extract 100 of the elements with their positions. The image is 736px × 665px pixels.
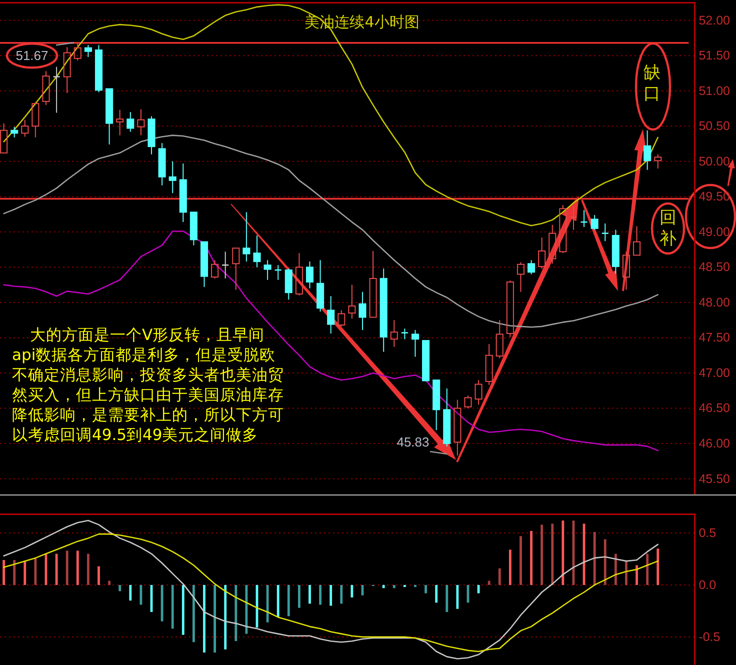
bar xyxy=(414,584,416,588)
bar xyxy=(129,584,132,601)
bar xyxy=(456,584,459,609)
y-tick-label: 0.5 xyxy=(698,526,716,540)
candlestick xyxy=(94,44,103,93)
y-tick-label: 48.00 xyxy=(698,295,730,310)
candlestick xyxy=(137,108,145,136)
y-tick-label: 49.50 xyxy=(698,190,730,204)
candlestick xyxy=(390,320,398,348)
candlestick xyxy=(570,206,578,230)
candlestick xyxy=(380,268,388,352)
bar xyxy=(140,584,142,605)
bar xyxy=(245,584,248,634)
bar xyxy=(118,584,122,592)
candlestick xyxy=(369,250,377,318)
bar xyxy=(382,584,385,588)
bar xyxy=(287,584,290,616)
candlestick xyxy=(0,122,8,154)
bar xyxy=(604,539,606,585)
bar xyxy=(192,584,195,642)
bar xyxy=(24,561,26,585)
y-tick-label: 51.00 xyxy=(698,84,730,98)
bar xyxy=(182,584,184,635)
bar xyxy=(276,584,280,618)
candlestick xyxy=(116,109,124,136)
bar xyxy=(350,584,354,598)
y-tick-label: 47.50 xyxy=(698,330,730,345)
y-tick-label: 45.50 xyxy=(698,472,730,486)
bar xyxy=(424,584,427,594)
y-tick-label: 52.00 xyxy=(698,13,730,28)
candlestick xyxy=(126,112,134,132)
bar xyxy=(108,580,110,585)
candlestick xyxy=(644,130,652,170)
candlestick xyxy=(179,163,187,223)
y-tick-label: 49.00 xyxy=(698,224,730,239)
candlestick xyxy=(264,260,272,280)
y-tick-label: 51.50 xyxy=(698,48,730,63)
bar xyxy=(203,584,206,653)
candlestick xyxy=(633,226,641,256)
candlestick xyxy=(358,291,366,330)
candlestick xyxy=(327,296,335,334)
y-tick-label: 46.50 xyxy=(698,401,730,416)
y-tick-label: -0.5 xyxy=(698,630,720,644)
bar xyxy=(392,584,396,588)
y-tick-label: 46.00 xyxy=(698,436,730,451)
bar xyxy=(34,558,37,585)
bar xyxy=(98,566,100,585)
candlestick xyxy=(106,88,114,145)
bar xyxy=(76,550,79,585)
annotation: 回补 xyxy=(660,208,676,249)
candlestick xyxy=(190,212,198,246)
bar xyxy=(508,550,512,585)
bar xyxy=(66,550,68,585)
bar xyxy=(308,584,311,604)
bar xyxy=(224,584,227,650)
line-series xyxy=(3,230,659,452)
bar xyxy=(234,584,238,642)
bar xyxy=(2,560,5,585)
bar xyxy=(319,584,322,605)
bar xyxy=(520,536,522,585)
candlestick xyxy=(200,241,208,288)
bar xyxy=(214,584,216,653)
bar xyxy=(614,554,617,585)
y-tick-label: 50.00 xyxy=(698,154,730,168)
line-series xyxy=(3,134,659,328)
bar xyxy=(646,554,649,585)
bar xyxy=(530,530,532,585)
annotation: 大的方面是一个V形反转，且早间api数据各方面都是利多，但是受脱欧不确定消息影响，投资多头者也美油贸然买入，但上方缺口由于美国原油库存降低影响，是需要补上的，所以下方可以考虑回调49.5到49美元之间做多 xyxy=(12,326,284,444)
annotation: 45.83 xyxy=(396,434,430,450)
bar xyxy=(498,568,501,585)
candlestick xyxy=(168,160,176,194)
bar xyxy=(435,584,438,603)
bar xyxy=(636,565,638,585)
y-tick-label: 0.0 xyxy=(698,578,716,592)
bar xyxy=(562,520,564,585)
y-tick-label: 48.50 xyxy=(698,260,730,274)
candlestick xyxy=(601,222,610,242)
y-tick-label: 47.00 xyxy=(698,366,730,380)
bar xyxy=(656,548,660,585)
annotation: 51.67 xyxy=(16,48,48,64)
bar xyxy=(625,561,628,585)
bar xyxy=(86,554,90,585)
candlestick xyxy=(242,212,250,262)
candlestick xyxy=(443,388,451,447)
bar xyxy=(13,560,16,585)
candlestick xyxy=(63,46,71,94)
bar xyxy=(551,524,554,585)
annotation: 缺口 xyxy=(644,63,660,104)
bar xyxy=(340,584,343,604)
bar xyxy=(446,584,448,612)
candlestick xyxy=(432,380,440,431)
candlestick xyxy=(52,66,60,114)
bar xyxy=(171,584,174,629)
candlestick xyxy=(548,224,556,264)
bar xyxy=(330,584,332,606)
bar xyxy=(488,580,490,585)
candlestick xyxy=(232,248,240,290)
bar xyxy=(298,584,300,608)
bar xyxy=(540,524,544,585)
bar xyxy=(403,584,406,588)
